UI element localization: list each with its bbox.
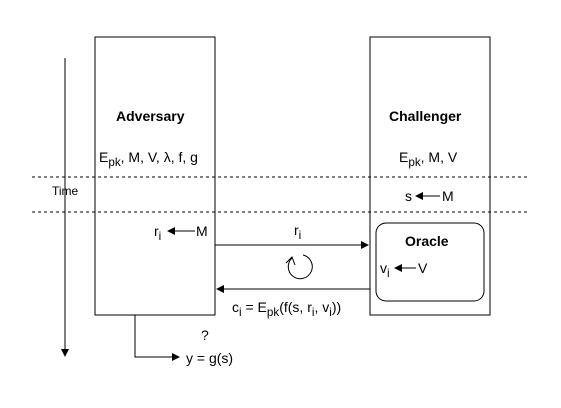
challenger-sample-source: M	[442, 188, 454, 204]
oracle-sample-source: V	[418, 260, 428, 276]
time-label: Time	[52, 184, 79, 198]
response-message-label: ci = Epk(f(s, ri, vi))	[232, 299, 342, 319]
repeat-loop-icon	[285, 254, 313, 280]
adversary-sample-source: M	[196, 223, 208, 239]
guess-mark: ?	[201, 327, 209, 343]
challenger-box	[369, 36, 491, 316]
output-arrow	[134, 315, 180, 361]
adversary-params: Epk, M, V, λ, f, g	[99, 149, 198, 169]
oracle-title: Oracle	[405, 233, 449, 249]
output-label: y = g(s)	[186, 350, 234, 366]
challenger-sample-var: s	[405, 188, 412, 204]
challenger-params: Epk, M, V	[399, 149, 458, 169]
query-message-label: ri	[294, 222, 302, 242]
adversary-sample-var: ri	[154, 223, 162, 243]
challenger-title: Challenger	[389, 108, 462, 124]
adversary-box	[94, 36, 216, 316]
adversary-title: Adversary	[116, 108, 185, 124]
oracle-box	[375, 222, 485, 302]
oracle-sample-var: vi	[380, 260, 390, 280]
